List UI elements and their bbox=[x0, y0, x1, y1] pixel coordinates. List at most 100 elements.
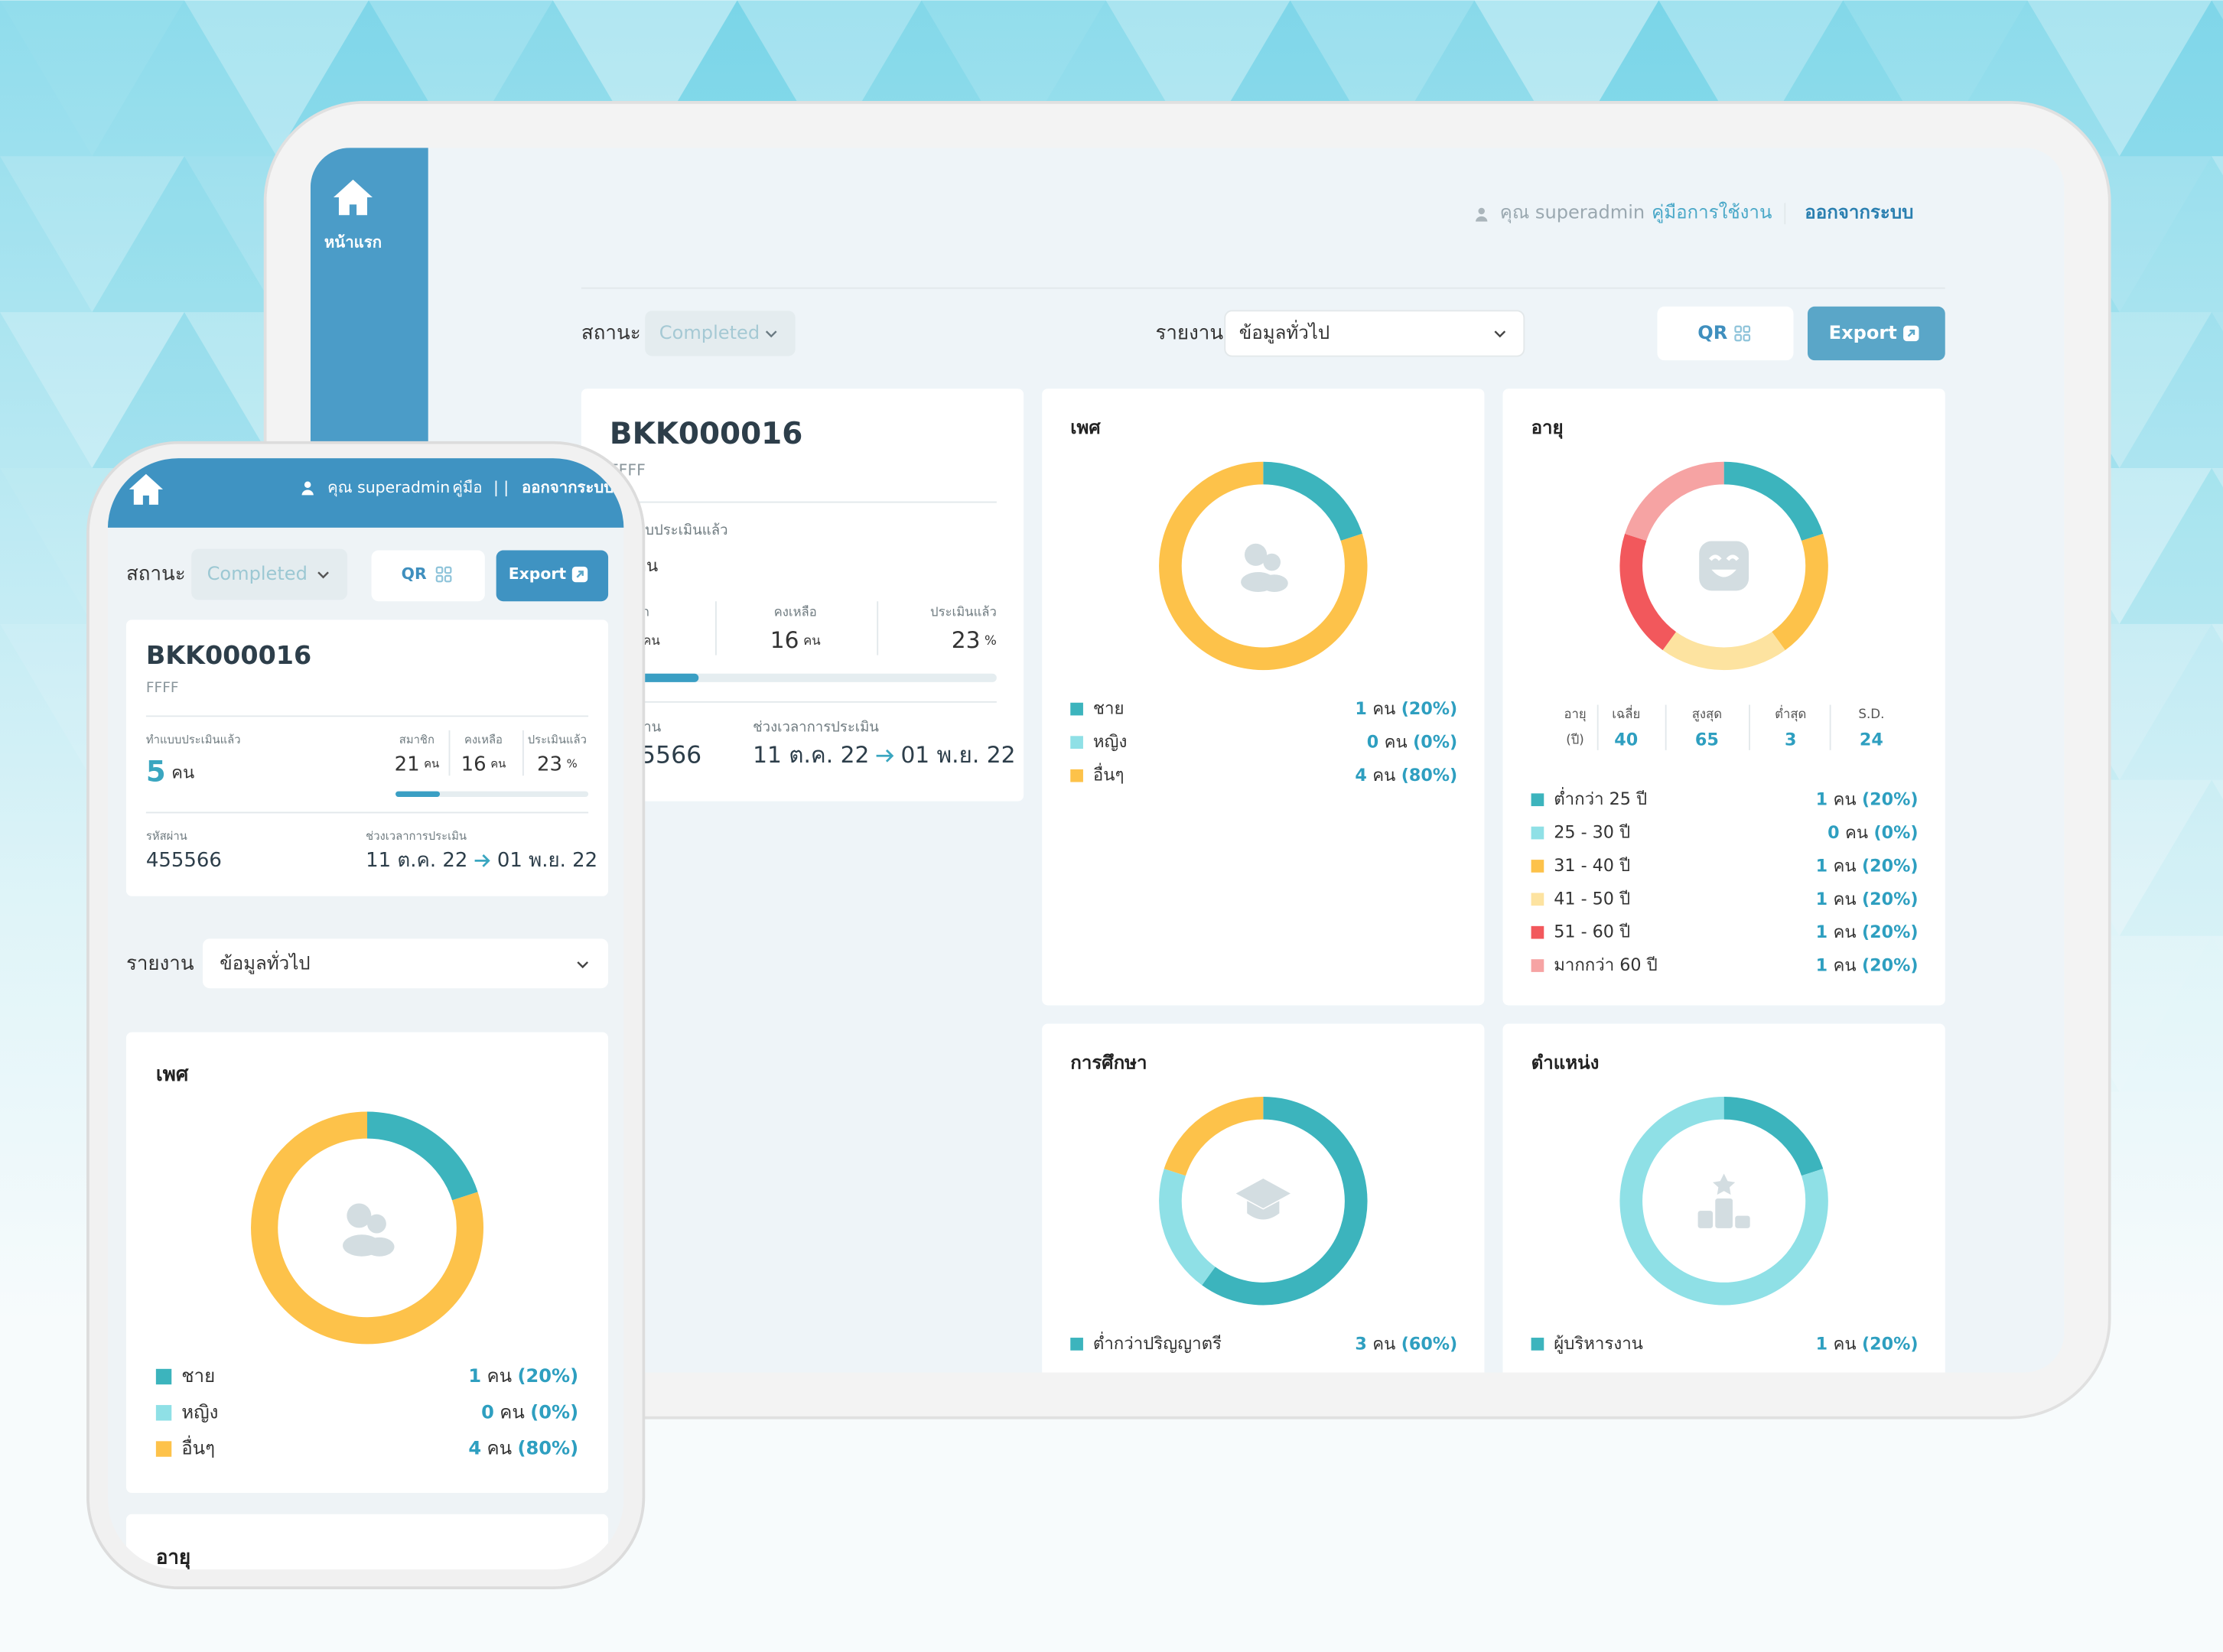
phone-header bbox=[107, 458, 624, 528]
report-label: รายงาน bbox=[1155, 321, 1223, 344]
donut-segment bbox=[1723, 1096, 1824, 1176]
status-dropdown[interactable] bbox=[191, 548, 348, 600]
legend-label: หญิง bbox=[181, 1401, 218, 1423]
legend-value: 1 คน (20%) bbox=[1816, 1334, 1919, 1354]
donut-segment bbox=[1159, 1169, 1216, 1286]
members-label: สมาชิก bbox=[399, 733, 435, 746]
header-user: คุณ superadmin bbox=[1500, 201, 1645, 223]
export-button[interactable] bbox=[496, 550, 609, 602]
export-text: Export bbox=[509, 564, 567, 583]
donut-segment bbox=[1262, 461, 1362, 541]
period-start: 11 ต.ค. 22 bbox=[753, 741, 869, 768]
legend-value-part: 1 bbox=[1355, 699, 1366, 719]
card bbox=[1502, 1023, 1945, 1373]
bg-triangle bbox=[184, 0, 369, 157]
donut-segment bbox=[1164, 1096, 1264, 1176]
legend-value-part: (20%) bbox=[1862, 922, 1919, 942]
legend-value: 1 คน (20%) bbox=[1816, 922, 1919, 942]
age-stat-name: ต่ำสุด bbox=[1775, 705, 1806, 722]
legend-value-part: 1 bbox=[468, 1365, 481, 1387]
legend-swatch bbox=[1070, 1338, 1083, 1351]
members-value: 21 คน bbox=[395, 753, 440, 776]
report-dropdown[interactable] bbox=[203, 938, 609, 989]
bg-triangle bbox=[2119, 779, 2223, 936]
legend-value-part: 0 bbox=[1828, 823, 1839, 843]
done-value: 5 คน bbox=[146, 755, 194, 788]
donut-segment bbox=[1619, 533, 1677, 651]
header-manual[interactable]: คู่มือการใช้งาน bbox=[1652, 201, 1772, 223]
legend-label: 25 - 30 ปี bbox=[1554, 823, 1630, 843]
donut-segment bbox=[366, 1111, 478, 1201]
export-button[interactable] bbox=[1807, 306, 1945, 361]
legend-value-part: 4 bbox=[468, 1438, 481, 1459]
header-logout[interactable]: ออกจากระบบ bbox=[1805, 201, 1913, 223]
status-dropdown[interactable] bbox=[645, 311, 796, 356]
legend-value: 0 คน (0%) bbox=[1367, 732, 1457, 752]
remaining-value-part: คน bbox=[490, 757, 506, 770]
legend-swatch bbox=[155, 1405, 172, 1421]
legend-label: มากกว่า 60 ปี bbox=[1554, 955, 1657, 975]
report-value: ข้อมูลทั่วไป bbox=[1239, 320, 1330, 344]
period-label: ช่วงเวลาการประเมิน bbox=[753, 720, 879, 736]
qr-button[interactable] bbox=[371, 550, 485, 602]
chart-title: การศึกษา bbox=[1070, 1052, 1147, 1073]
report-dropdown[interactable] bbox=[1224, 310, 1525, 357]
evaluated-label: ประเมินแล้ว bbox=[528, 733, 587, 746]
legend-value-part: 1 bbox=[1816, 955, 1828, 975]
legend-label: หญิง bbox=[1093, 732, 1127, 752]
bg-triangle bbox=[2119, 468, 2223, 624]
remaining-value: 16 คน bbox=[461, 753, 506, 776]
legend-value-part: คน bbox=[1372, 766, 1395, 785]
evaluated-value: 23% bbox=[537, 753, 578, 776]
header-logout[interactable]: ออกจากระบบ bbox=[522, 478, 614, 496]
legend-label: ชาย bbox=[181, 1365, 215, 1387]
legend-swatch bbox=[155, 1441, 172, 1457]
sidebar-home: หน้าแรก bbox=[324, 233, 382, 251]
bg-triangle bbox=[2212, 468, 2223, 488]
donut-icon bbox=[1699, 541, 1749, 590]
legend-value-part: คน bbox=[1372, 699, 1395, 719]
legend-value-part: คน bbox=[1385, 732, 1408, 752]
legend-label: ชาย bbox=[1093, 699, 1125, 719]
header-manual[interactable]: คู่มือ bbox=[452, 478, 482, 497]
legend-value-part: คน bbox=[487, 1438, 513, 1459]
evaluated-label: ประเมินแล้ว bbox=[930, 605, 997, 620]
bg-triangle bbox=[0, 156, 184, 313]
header-separator: | | bbox=[493, 478, 509, 497]
legend-value-part: คน bbox=[1834, 922, 1857, 942]
legend-value-part: (20%) bbox=[1862, 789, 1919, 809]
legend-swatch bbox=[1070, 769, 1083, 782]
card bbox=[125, 1514, 609, 1570]
members-value-part: คน bbox=[643, 633, 660, 648]
age-stat-name: สูงสุด bbox=[1692, 707, 1722, 722]
legend-value-part: คน bbox=[1834, 1334, 1857, 1354]
legend-value: 0 คน (0%) bbox=[1828, 823, 1918, 843]
bg-triangle bbox=[368, 0, 553, 157]
age-stat-name: S.D. bbox=[1858, 707, 1884, 721]
card bbox=[125, 620, 609, 896]
card bbox=[1042, 389, 1485, 1006]
qr-button[interactable] bbox=[1657, 306, 1794, 361]
progress-fill bbox=[395, 791, 441, 798]
legend-swatch bbox=[155, 1368, 172, 1385]
legend-label: ผู้บริหารงาน bbox=[1554, 1334, 1643, 1354]
legend-value-part: คน bbox=[1372, 1334, 1395, 1354]
legend-value: 1 คน (20%) bbox=[468, 1365, 578, 1387]
evaluated-value: 23% bbox=[952, 626, 997, 653]
legend-value-part: 1 bbox=[1816, 922, 1828, 942]
evaluated-value-part: 23 bbox=[952, 626, 981, 653]
remaining-value-part: 16 bbox=[461, 753, 487, 776]
evaluated-value-part: 23 bbox=[537, 753, 562, 776]
qr-text: QR bbox=[1697, 322, 1727, 343]
legend-value-part: (20%) bbox=[1401, 699, 1458, 719]
progress-track bbox=[609, 673, 997, 682]
remaining-value-part: คน bbox=[803, 633, 821, 648]
legend-swatch bbox=[1531, 860, 1544, 873]
legend-swatch bbox=[1070, 702, 1083, 716]
donut-segment bbox=[1723, 461, 1824, 541]
period-start: 11 ต.ค. 22 bbox=[366, 849, 467, 872]
legend-value-part: (80%) bbox=[517, 1438, 578, 1459]
legend-value-part: 1 bbox=[1816, 856, 1828, 876]
